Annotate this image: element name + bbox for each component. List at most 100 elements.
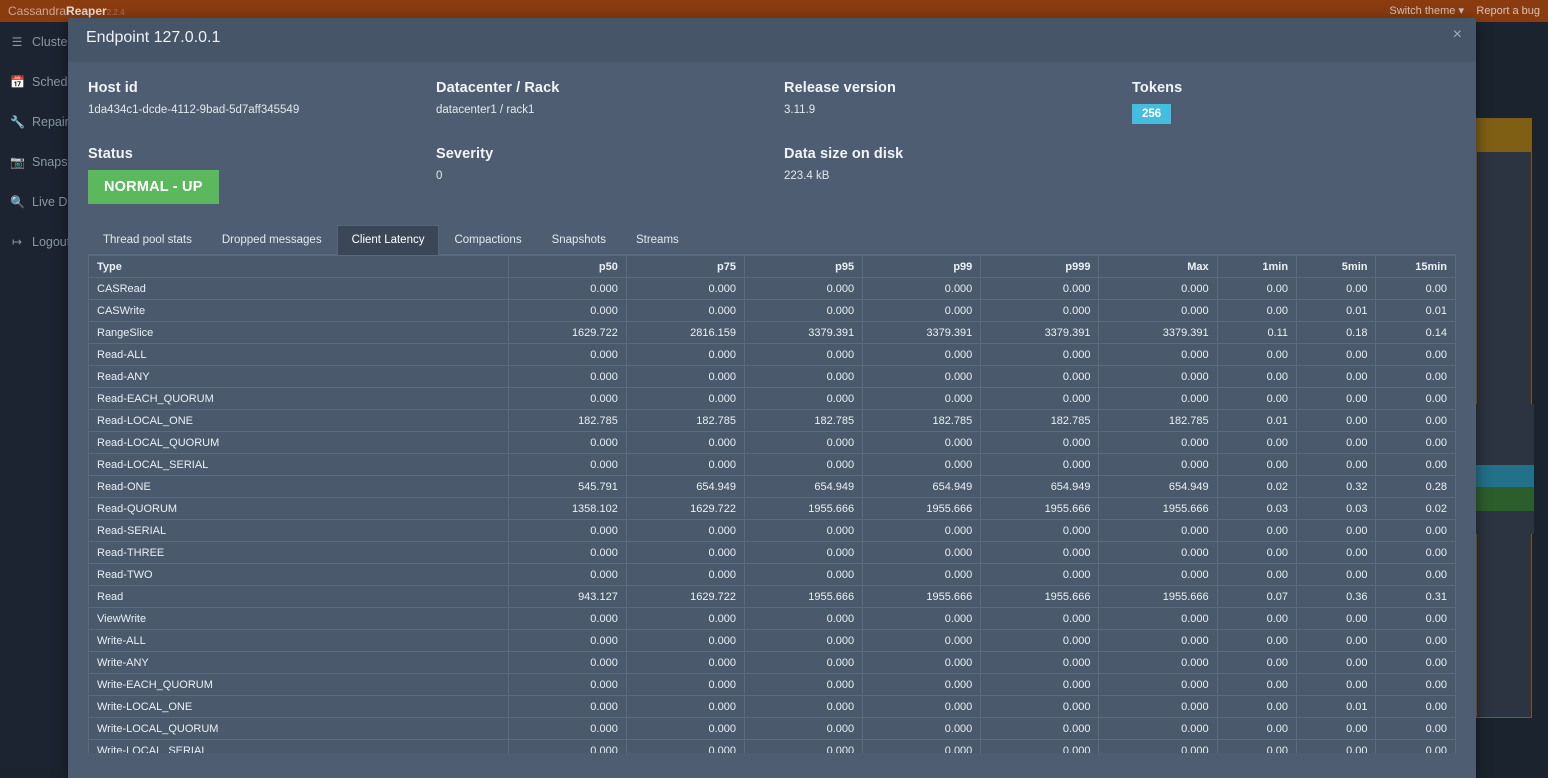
cell-value: 0.000 xyxy=(863,278,981,300)
cell-value: 0.000 xyxy=(1099,300,1217,322)
latency-table-scroll[interactable]: Type p50 p75 p95 p99 p999 Max 1min 5min … xyxy=(88,255,1456,753)
cell-value: 0.00 xyxy=(1297,432,1376,454)
cell-value: 0.00 xyxy=(1376,432,1456,454)
cell-value: 0.00 xyxy=(1297,278,1376,300)
cell-value: 0.000 xyxy=(1099,278,1217,300)
cell-value: 0.28 xyxy=(1376,476,1456,498)
cell-value: 0.36 xyxy=(1297,586,1376,608)
detail-tabs: Thread pool stats Dropped messages Clien… xyxy=(88,224,1456,255)
tab-client-latency[interactable]: Client Latency xyxy=(337,225,440,255)
cell-type: Write-ANY xyxy=(89,652,509,674)
cell-value: 0.000 xyxy=(626,630,744,652)
col-header-type[interactable]: Type xyxy=(89,256,509,278)
cell-value: 0.000 xyxy=(863,520,981,542)
cell-type: CASWrite xyxy=(89,300,509,322)
sidebar-item-snapshots[interactable]: 📷 Snapshots xyxy=(0,142,74,182)
cell-value: 0.00 xyxy=(1376,718,1456,740)
tab-dropped-messages[interactable]: Dropped messages xyxy=(207,225,337,255)
cell-value: 654.949 xyxy=(981,476,1099,498)
cell-value: 0.000 xyxy=(508,674,626,696)
cell-value: 0.000 xyxy=(744,454,862,476)
cell-value: 0.00 xyxy=(1217,630,1296,652)
col-header-max[interactable]: Max xyxy=(1099,256,1217,278)
cell-value: 0.000 xyxy=(863,674,981,696)
cell-value: 0.000 xyxy=(508,344,626,366)
cell-value: 0.00 xyxy=(1376,344,1456,366)
cell-value: 2816.159 xyxy=(626,322,744,344)
cell-value: 0.00 xyxy=(1376,278,1456,300)
cell-value: 0.000 xyxy=(508,696,626,718)
cell-value: 654.949 xyxy=(626,476,744,498)
cell-value: 0.000 xyxy=(981,432,1099,454)
col-header-5min[interactable]: 5min xyxy=(1297,256,1376,278)
cell-value: 182.785 xyxy=(981,410,1099,432)
close-icon[interactable]: × xyxy=(1453,27,1462,43)
cell-value: 0.000 xyxy=(863,630,981,652)
cell-value: 0.000 xyxy=(863,740,981,754)
report-bug-link[interactable]: Report a bug xyxy=(1476,0,1540,22)
cell-value: 0.00 xyxy=(1297,388,1376,410)
cell-value: 0.000 xyxy=(1099,454,1217,476)
info-value: datacenter1 / rack1 xyxy=(436,104,784,116)
cell-value: 0.000 xyxy=(508,278,626,300)
col-header-p999[interactable]: p999 xyxy=(981,256,1099,278)
background-bar-green xyxy=(1474,487,1534,511)
sidebar-item-logout[interactable]: ↦ Logout xyxy=(0,222,74,262)
endpoint-info-grid: Host id 1da434c1-dcde-4112-9bad-5d7aff34… xyxy=(88,80,1456,204)
cell-value: 0.00 xyxy=(1297,454,1376,476)
cell-value: 0.000 xyxy=(626,696,744,718)
col-header-p99[interactable]: p99 xyxy=(863,256,981,278)
sidebar-item-repairs[interactable]: 🔧 Repairs xyxy=(0,102,74,142)
table-header-row: Type p50 p75 p95 p99 p999 Max 1min 5min … xyxy=(89,256,1456,278)
cell-value: 0.00 xyxy=(1217,608,1296,630)
cell-value: 0.000 xyxy=(981,366,1099,388)
cell-value: 0.000 xyxy=(981,674,1099,696)
cell-value: 0.00 xyxy=(1297,564,1376,586)
cell-value: 1955.666 xyxy=(981,586,1099,608)
cell-value: 0.000 xyxy=(744,740,862,754)
cell-value: 0.000 xyxy=(863,454,981,476)
calendar-icon: 📅 xyxy=(10,75,24,89)
cell-value: 0.000 xyxy=(508,432,626,454)
cell-value: 0.000 xyxy=(981,344,1099,366)
cell-type: Read-ONE xyxy=(89,476,509,498)
sidebar-item-clusters[interactable]: ☰ Clusters xyxy=(0,22,74,62)
col-header-15min[interactable]: 15min xyxy=(1376,256,1456,278)
tab-compactions[interactable]: Compactions xyxy=(439,225,536,255)
cell-value: 0.000 xyxy=(744,542,862,564)
sidebar-item-schedules[interactable]: 📅 Schedules xyxy=(0,62,74,102)
col-header-p75[interactable]: p75 xyxy=(626,256,744,278)
sidebar-item-live-diagnostics[interactable]: 🔍 Live Diagnostics xyxy=(0,182,74,222)
cell-value: 0.000 xyxy=(626,520,744,542)
info-label: Host id xyxy=(88,80,436,96)
cell-value: 0.000 xyxy=(744,388,862,410)
col-header-1min[interactable]: 1min xyxy=(1217,256,1296,278)
info-status: Status NORMAL - UP xyxy=(88,146,436,204)
col-header-p50[interactable]: p50 xyxy=(508,256,626,278)
tab-thread-pool-stats[interactable]: Thread pool stats xyxy=(88,225,207,255)
cell-value: 182.785 xyxy=(1099,410,1217,432)
cell-value: 0.000 xyxy=(744,674,862,696)
cell-type: Read-EACH_QUORUM xyxy=(89,388,509,410)
cell-value: 0.18 xyxy=(1297,322,1376,344)
cell-type: Read-TWO xyxy=(89,564,509,586)
cell-value: 0.000 xyxy=(863,344,981,366)
info-severity: Severity 0 xyxy=(436,146,784,204)
cell-type: Read-SERIAL xyxy=(89,520,509,542)
tab-snapshots[interactable]: Snapshots xyxy=(537,225,621,255)
cell-value: 0.000 xyxy=(1099,652,1217,674)
col-header-p95[interactable]: p95 xyxy=(744,256,862,278)
cell-value: 0.11 xyxy=(1217,322,1296,344)
cell-type: CASRead xyxy=(89,278,509,300)
cell-value: 0.000 xyxy=(508,652,626,674)
cell-value: 0.00 xyxy=(1376,454,1456,476)
cell-value: 0.00 xyxy=(1217,300,1296,322)
info-data-size: Data size on disk 223.4 kB xyxy=(784,146,1132,204)
cell-type: RangeSlice xyxy=(89,322,509,344)
cell-type: Read-LOCAL_ONE xyxy=(89,410,509,432)
tab-streams[interactable]: Streams xyxy=(621,225,694,255)
cell-value: 0.000 xyxy=(508,542,626,564)
